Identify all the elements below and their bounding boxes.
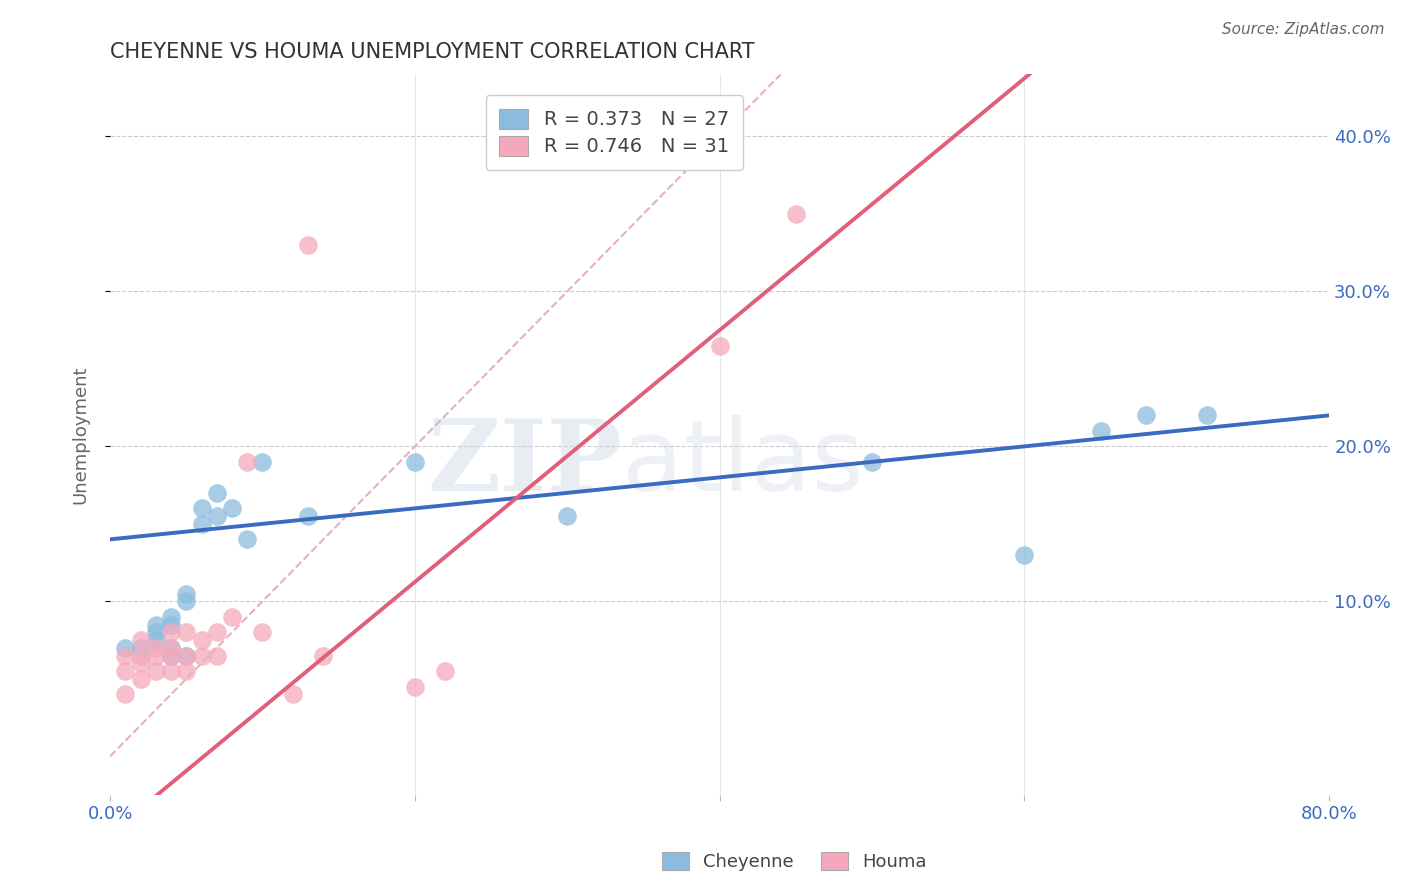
Point	[160, 648, 183, 663]
Point	[145, 625, 167, 640]
Point	[709, 338, 731, 352]
Text: Source: ZipAtlas.com: Source: ZipAtlas.com	[1222, 22, 1385, 37]
Point	[236, 455, 259, 469]
Point	[129, 640, 152, 655]
Point	[404, 455, 426, 469]
Point	[174, 664, 197, 678]
Legend: R = 0.373   N = 27, R = 0.746   N = 31: R = 0.373 N = 27, R = 0.746 N = 31	[485, 95, 742, 170]
Point	[785, 207, 807, 221]
Point	[145, 633, 167, 648]
Point	[1135, 409, 1157, 423]
Point	[205, 648, 228, 663]
Point	[114, 648, 136, 663]
Point	[297, 509, 319, 524]
Point	[114, 664, 136, 678]
Point	[252, 625, 274, 640]
Point	[160, 664, 183, 678]
Point	[434, 664, 457, 678]
Point	[174, 625, 197, 640]
Point	[129, 648, 152, 663]
Point	[190, 516, 212, 531]
Point	[1197, 409, 1219, 423]
Point	[145, 617, 167, 632]
Point	[145, 640, 167, 655]
Point	[205, 509, 228, 524]
Point	[281, 687, 304, 701]
Point	[129, 672, 152, 686]
Point	[252, 455, 274, 469]
Text: ZIP: ZIP	[427, 415, 621, 512]
Point	[404, 680, 426, 694]
Point	[114, 640, 136, 655]
Point	[160, 625, 183, 640]
Point	[145, 648, 167, 663]
Point	[312, 648, 335, 663]
Point	[160, 640, 183, 655]
Point	[145, 664, 167, 678]
Point	[1014, 548, 1036, 562]
Point	[129, 657, 152, 671]
Point	[174, 586, 197, 600]
Point	[236, 533, 259, 547]
Point	[221, 501, 243, 516]
Point	[160, 617, 183, 632]
Point	[1090, 424, 1112, 438]
Text: CHEYENNE VS HOUMA UNEMPLOYMENT CORRELATION CHART: CHEYENNE VS HOUMA UNEMPLOYMENT CORRELATI…	[110, 42, 755, 62]
Point	[160, 610, 183, 624]
Point	[297, 238, 319, 252]
Point	[190, 501, 212, 516]
Point	[114, 687, 136, 701]
Point	[174, 648, 197, 663]
Point	[129, 633, 152, 648]
Text: atlas: atlas	[621, 415, 863, 512]
Point	[160, 648, 183, 663]
Point	[160, 640, 183, 655]
Point	[205, 486, 228, 500]
Point	[221, 610, 243, 624]
Point	[190, 633, 212, 648]
Point	[860, 455, 883, 469]
Point	[555, 509, 578, 524]
Y-axis label: Unemployment: Unemployment	[72, 366, 89, 504]
Legend: Cheyenne, Houma: Cheyenne, Houma	[655, 845, 934, 879]
Point	[174, 648, 197, 663]
Point	[205, 625, 228, 640]
Point	[190, 648, 212, 663]
Point	[174, 594, 197, 608]
